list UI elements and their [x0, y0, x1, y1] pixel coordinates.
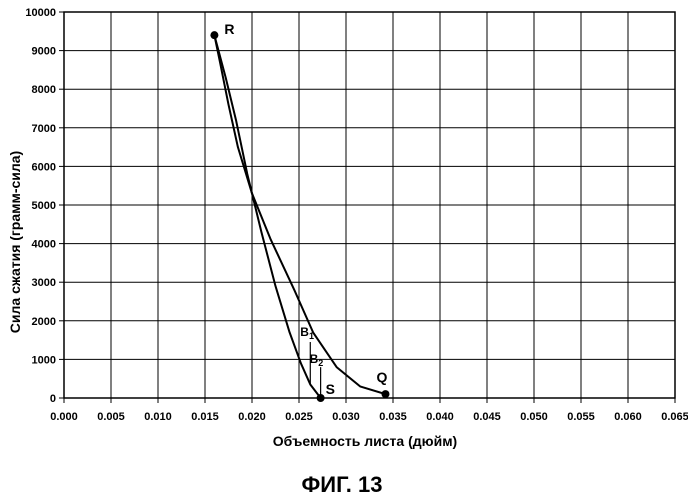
x-tick-label: 0.000 — [50, 411, 78, 423]
x-tick-label: 0.045 — [473, 411, 501, 423]
y-tick-label: 6000 — [32, 161, 56, 173]
y-tick-label: 9000 — [32, 46, 56, 58]
point-label-s: S — [326, 381, 335, 397]
x-tick-label: 0.035 — [379, 411, 407, 423]
y-axis-title: Сила сжатия (грамм-сила) — [7, 151, 23, 333]
x-tick-label: 0.015 — [191, 411, 219, 423]
labeled-points: R S Q — [210, 21, 389, 402]
x-tick-label: 0.040 — [426, 411, 454, 423]
y-tick-label: 4000 — [32, 239, 56, 251]
y-tick-label: 2000 — [32, 316, 56, 328]
b-marker-subscript: 2 — [318, 358, 323, 368]
x-tick-label: 0.050 — [520, 411, 548, 423]
axes — [59, 12, 675, 403]
point-r — [210, 31, 218, 39]
point-s — [317, 394, 325, 402]
x-tick-label: 0.020 — [238, 411, 266, 423]
x-axis-title: Объемность листа (дюйм) — [273, 433, 457, 449]
point-q — [381, 390, 389, 398]
y-tick-label: 5000 — [32, 200, 56, 212]
y-tick-label: 7000 — [32, 123, 56, 135]
x-tick-label: 0.005 — [97, 411, 125, 423]
x-tick-label: 0.010 — [144, 411, 172, 423]
b-marker-subscript: 1 — [309, 331, 314, 341]
figure-caption: ФИГ. 13 — [301, 472, 382, 497]
x-tick-labels: 0.000 0.005 0.010 0.015 0.020 0.025 0.030 0.035… — [50, 411, 688, 423]
x-tick-label: 0.030 — [332, 411, 360, 423]
b-marker-label: B2 — [310, 352, 324, 368]
x-tick-label: 0.025 — [285, 411, 313, 423]
y-tick-label: 1000 — [32, 354, 56, 366]
point-label-r: R — [224, 21, 234, 37]
y-tick-labels: 0 1000 2000 3000 4000 5000 6000 7000 8000 9000 100… — [25, 7, 56, 405]
x-tick-label: 0.055 — [567, 411, 595, 423]
x-tick-label: 0.060 — [614, 411, 642, 423]
x-tick-label: 0.065 — [661, 411, 688, 423]
grid-lines — [64, 12, 675, 398]
y-tick-label: 8000 — [32, 84, 56, 96]
y-tick-label: 10000 — [25, 7, 56, 19]
y-tick-label: 3000 — [32, 277, 56, 289]
y-tick-label: 0 — [50, 393, 56, 405]
point-label-q: Q — [376, 369, 387, 385]
